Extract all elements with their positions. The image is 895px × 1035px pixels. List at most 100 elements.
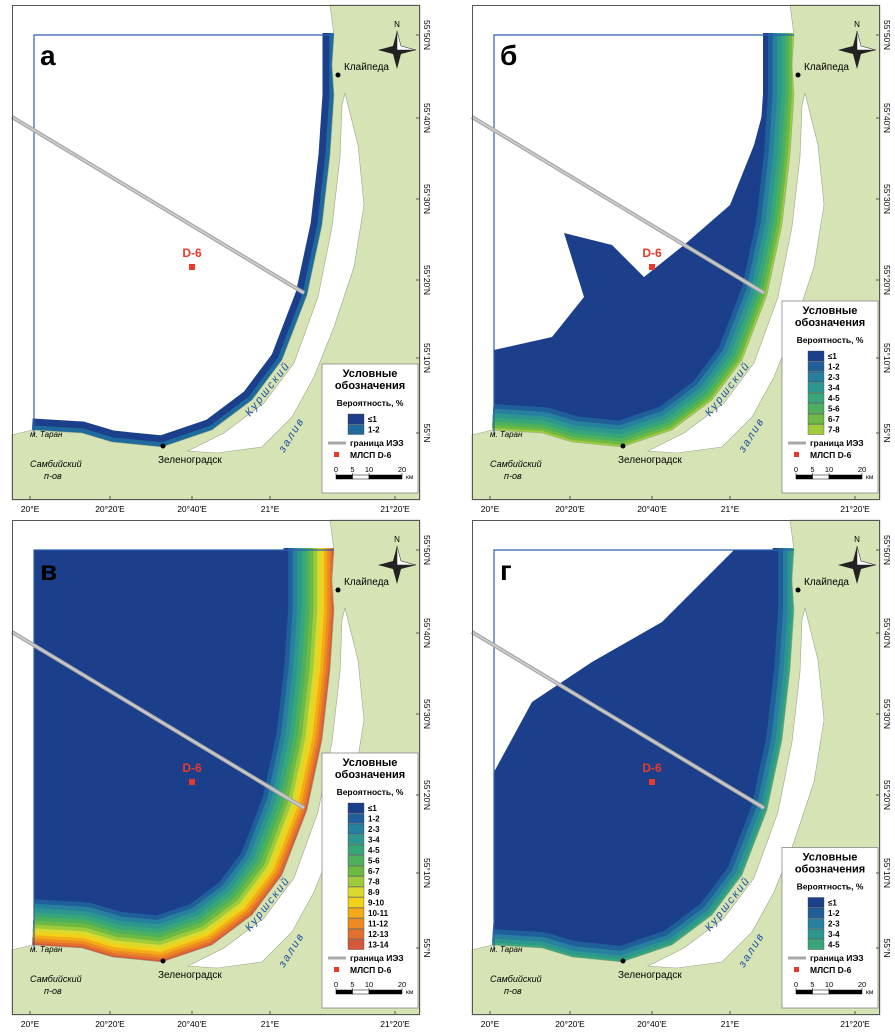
place-label: Зеленоградск [618, 970, 682, 981]
legend-swatch [348, 887, 364, 897]
city-dot [161, 444, 166, 449]
platform-marker [189, 779, 195, 785]
legend-swatch [808, 919, 824, 929]
place-label: Самбийский [490, 974, 542, 984]
lon-label: 20°E [481, 504, 500, 514]
legend-swatch [808, 362, 824, 372]
place-label: Самбийский [30, 459, 82, 469]
scale-segment [369, 475, 402, 479]
lon-label: 21°E [721, 1019, 740, 1029]
lon-label: 21°E [261, 1019, 280, 1029]
legend-swatch [808, 929, 824, 939]
legend-label: граница ИЭЗ [350, 438, 404, 448]
place-label: Клайпеда [344, 577, 389, 588]
place-label: м. Таран [30, 945, 63, 954]
legend-swatch [808, 351, 824, 361]
scale-label: 0 [334, 465, 338, 474]
lat-label: 55°N [882, 939, 892, 958]
map-panel: бКлайпедаЗеленоградскм. ТаранСамбийскийп… [472, 5, 892, 514]
place-label: п-ов [504, 471, 522, 481]
legend-title: Условные [803, 305, 858, 317]
platform-label: D-6 [642, 761, 662, 775]
place-label: Клайпеда [804, 577, 849, 588]
legend-swatch [348, 940, 364, 950]
city-dot [336, 73, 341, 78]
legend-label: 2-3 [828, 373, 840, 382]
city-dot [621, 959, 626, 964]
lat-label: 55°10'N [422, 343, 432, 373]
legend-label: 4-5 [368, 846, 380, 855]
scale-segment [353, 990, 370, 994]
legend-swatch [348, 803, 364, 813]
legend-label: 4-5 [828, 394, 840, 403]
lon-label: 20°40'E [637, 504, 667, 514]
legend-swatch [808, 908, 824, 918]
scale-label: 20 [398, 465, 406, 474]
legend-swatch [348, 425, 364, 435]
compass-label: N [854, 535, 860, 544]
scale-segment [353, 475, 370, 479]
city-dot [336, 588, 341, 593]
place-label: Зеленоградск [158, 970, 222, 981]
platform-marker [649, 779, 655, 785]
lat-label: 55°N [422, 424, 432, 443]
lat-label: 55°40'N [882, 618, 892, 648]
place-label: п-ов [504, 986, 522, 996]
legend-label: 1-2 [368, 815, 380, 824]
place-label: п-ов [44, 986, 62, 996]
legend-swatch [348, 898, 364, 908]
legend-swatch [348, 835, 364, 845]
lon-label: 21°20'E [840, 1019, 870, 1029]
scale-segment [336, 990, 353, 994]
legend-label: 13-14 [368, 941, 389, 950]
city-dot [621, 444, 626, 449]
lon-label: 21°20'E [380, 504, 410, 514]
lon-label: 21°20'E [840, 504, 870, 514]
lat-label: 55°30'N [422, 184, 432, 214]
lon-label: 20°E [21, 504, 40, 514]
scale-label: 0 [334, 980, 338, 989]
legend-label: МЛСП D-6 [810, 450, 852, 460]
lat-label: 55°50'N [422, 535, 432, 565]
platform-label: D-6 [642, 246, 662, 260]
place-label: Зеленоградск [618, 455, 682, 466]
lon-label: 21°20'E [380, 1019, 410, 1029]
legend-label: ≤1 [368, 415, 377, 424]
legend-title: обозначения [335, 380, 405, 392]
scale-label: 10 [365, 465, 373, 474]
legend-label: 1-2 [828, 909, 840, 918]
scale-label: 5 [810, 465, 814, 474]
legend-label: 2-3 [828, 920, 840, 929]
lat-label: 55°N [422, 939, 432, 958]
legend-platform [334, 452, 339, 457]
legend-subtitle: Вероятность, % [797, 882, 864, 892]
legend-label: граница ИЭЗ [350, 953, 404, 963]
legend-label: ≤1 [828, 899, 837, 908]
legend-title: обозначения [795, 317, 865, 329]
lat-label: 55°30'N [422, 699, 432, 729]
scale-unit: км [406, 474, 414, 481]
scale-label: 20 [858, 980, 866, 989]
legend-label: 3-4 [828, 384, 840, 393]
legend-swatch [348, 856, 364, 866]
legend-swatch [808, 393, 824, 403]
platform-marker [189, 264, 195, 270]
panel-letter: а [40, 40, 56, 71]
compass-label: N [394, 20, 400, 29]
scale-label: 0 [794, 980, 798, 989]
city-dot [161, 959, 166, 964]
place-label: Клайпеда [804, 62, 849, 73]
legend-label: 10-11 [368, 909, 389, 918]
legend-label: 1-2 [828, 363, 840, 372]
panel-letter: б [500, 40, 517, 71]
legend-label: 7-8 [828, 426, 840, 435]
lat-label: 55°20'N [882, 265, 892, 295]
lat-label: 55°20'N [422, 265, 432, 295]
legend-platform [794, 452, 799, 457]
legend-label: 8-9 [368, 888, 380, 897]
lon-label: 20°40'E [177, 504, 207, 514]
legend-label: 9-10 [368, 899, 385, 908]
scale-label: 5 [350, 980, 354, 989]
legend-label: ≤1 [368, 804, 377, 813]
